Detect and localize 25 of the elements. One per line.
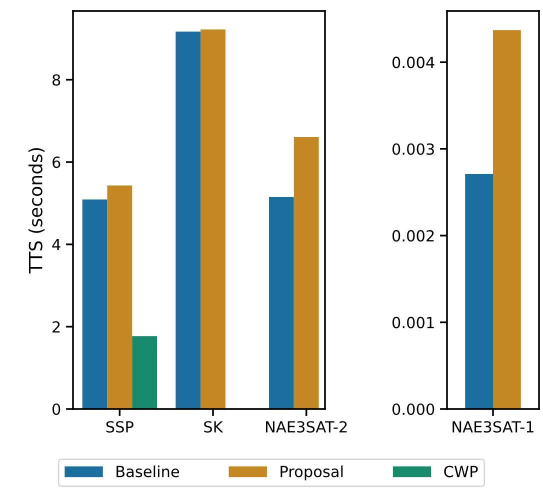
y-tick-label: 0.004: [392, 56, 434, 68]
y-tick-label: 0.001: [392, 316, 434, 328]
legend-label: Baseline: [116, 465, 180, 478]
y-tick-label: 4: [52, 239, 60, 250]
y-tick-label: 0.002: [392, 230, 434, 242]
bar: [176, 32, 201, 409]
bar: [107, 186, 132, 409]
y-axis-title: TTS (seconds): [28, 148, 45, 274]
x-tick-label: SK: [204, 421, 224, 433]
bar: [200, 30, 226, 409]
bar: [82, 200, 108, 409]
y-tick-label: 0.003: [392, 143, 434, 155]
bar: [269, 197, 294, 409]
x-tick-label: SSP: [106, 421, 134, 433]
y-tick-label: 0: [52, 403, 60, 416]
legend-label: CWP: [444, 466, 478, 478]
y-tick-label: 6: [52, 156, 60, 168]
bar: [132, 336, 157, 409]
legend-label: Proposal: [280, 465, 343, 480]
x-tick-label: NAE3SAT-2: [266, 421, 347, 433]
y-tick-label: 2: [52, 321, 60, 332]
x-tick-label: NAE3SAT-1: [452, 421, 534, 433]
bar: [294, 136, 319, 409]
y-tick-label: 0.000: [392, 403, 434, 416]
y-tick-label: 8: [52, 74, 60, 86]
